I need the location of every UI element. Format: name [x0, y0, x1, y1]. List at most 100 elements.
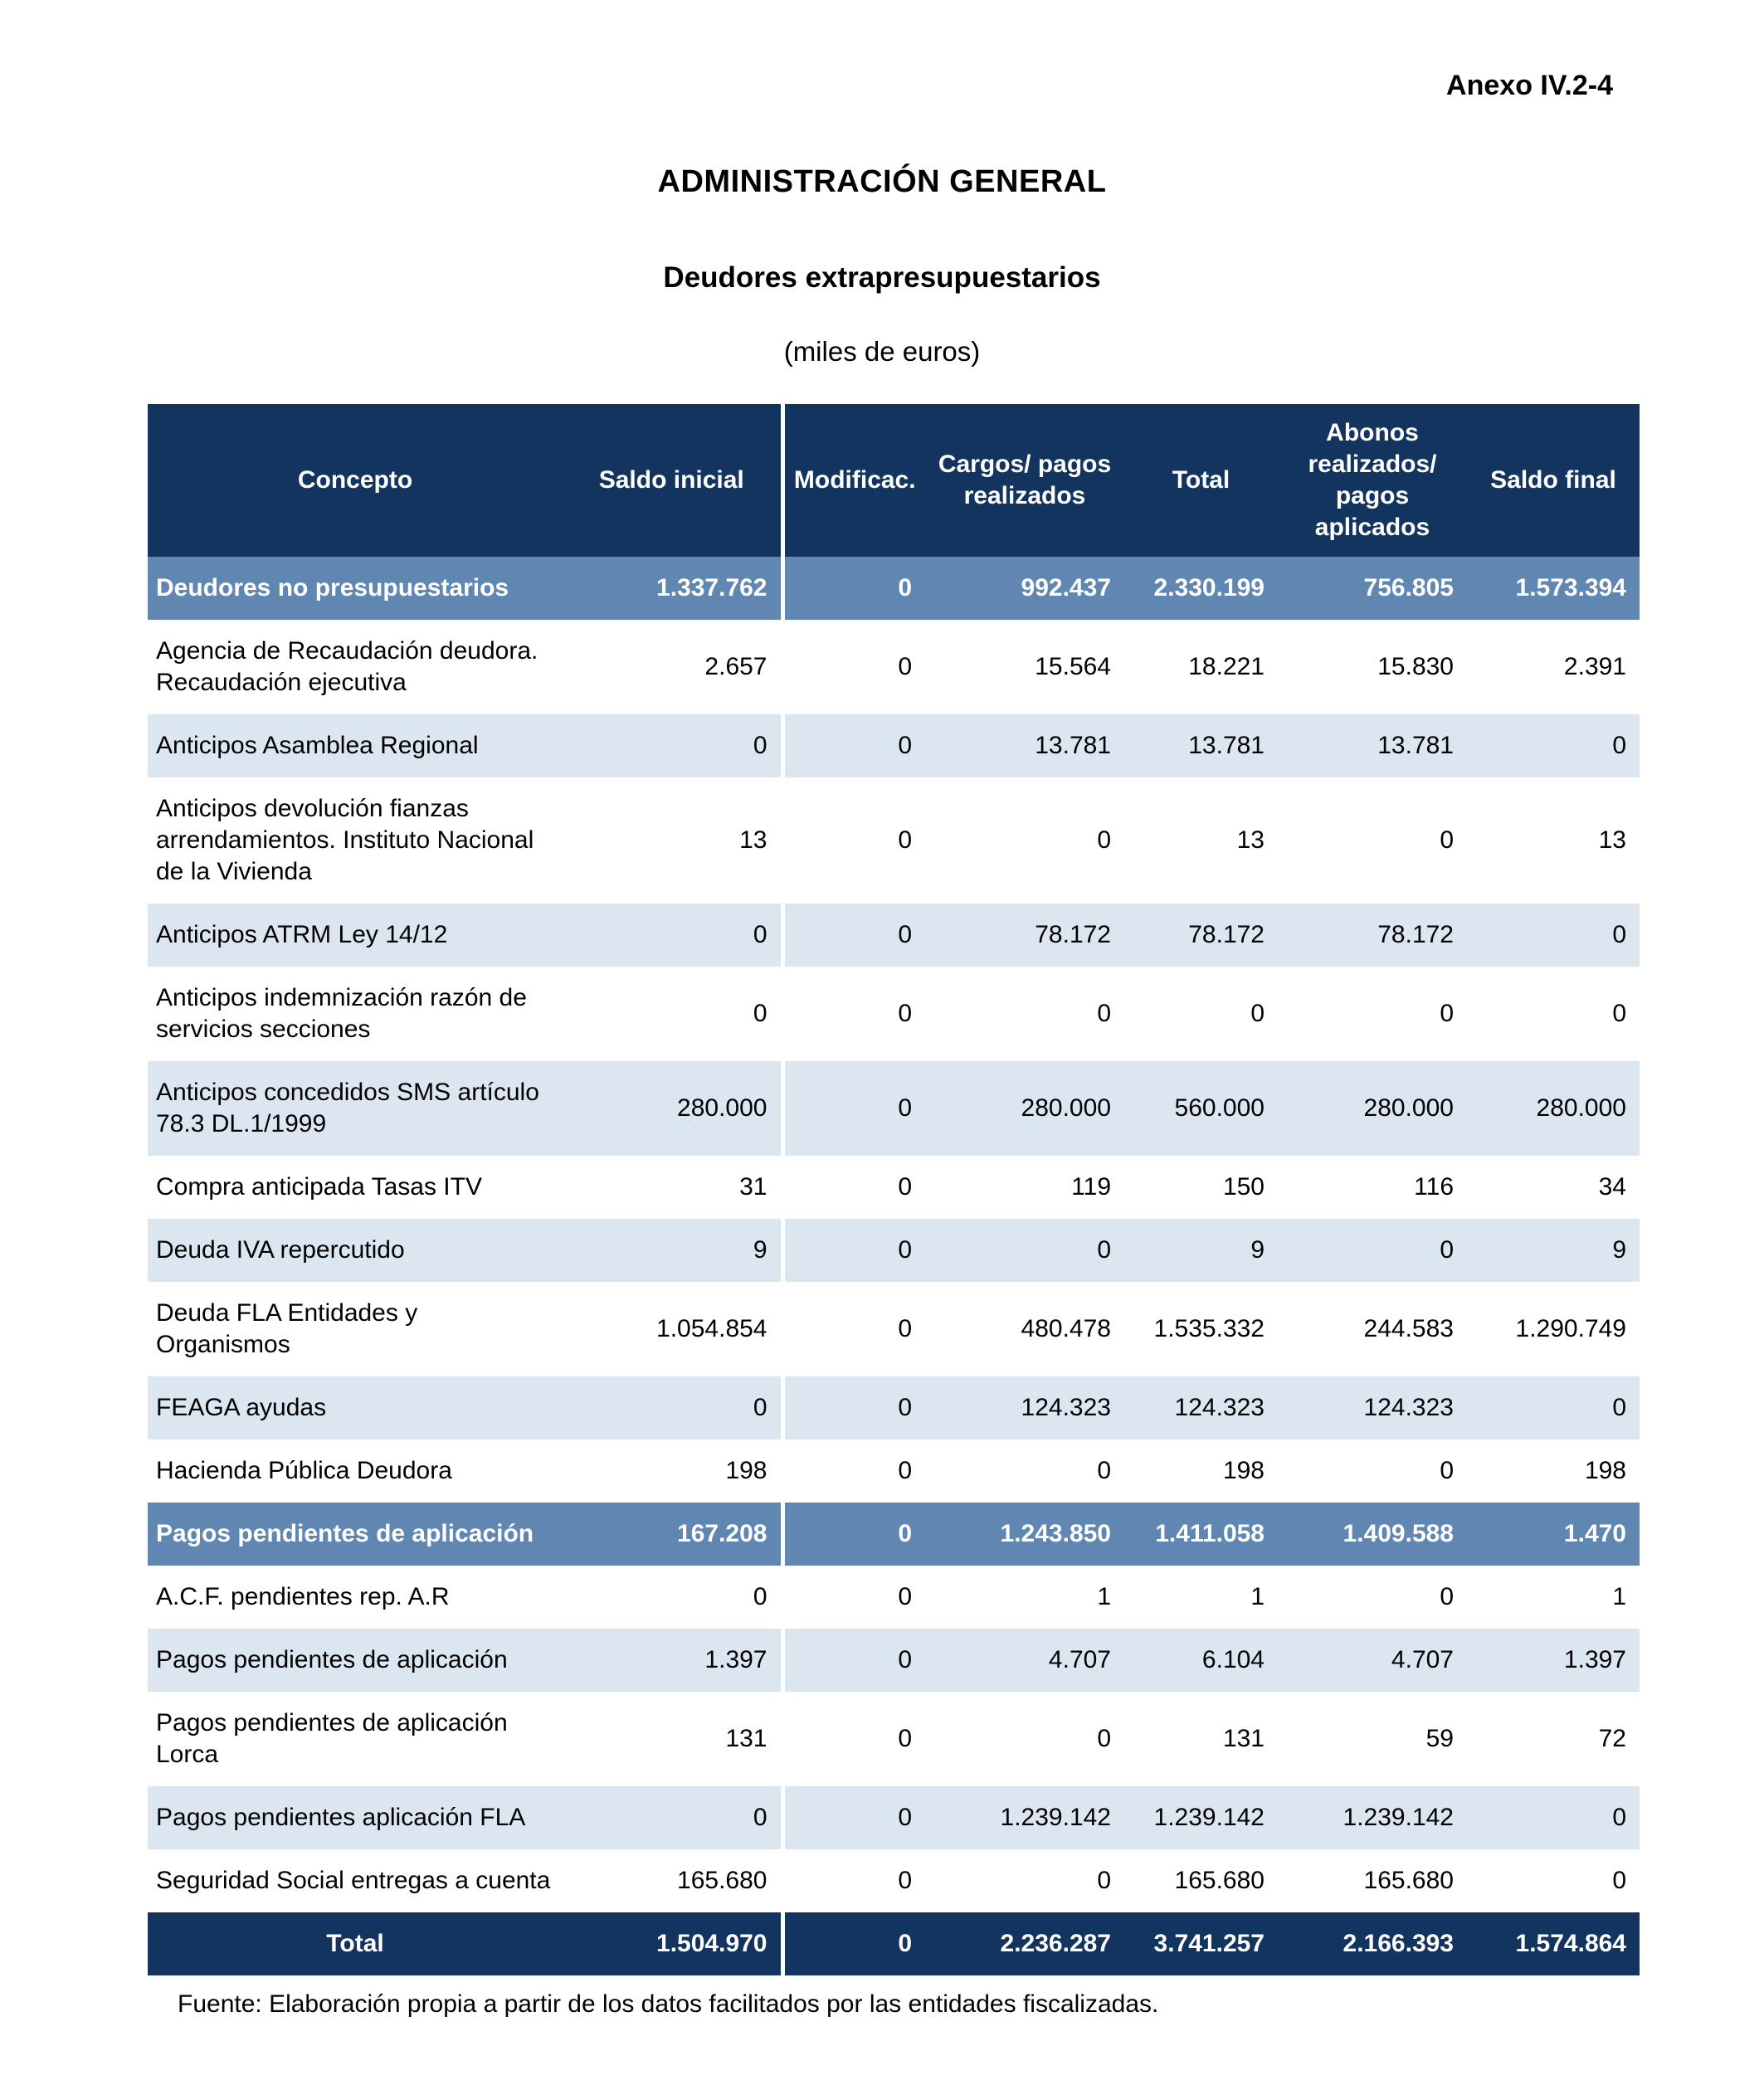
table-row: Deudores no presupuestarios 1.337.762 0 992…	[148, 557, 1640, 620]
cell-abonos_pagos_aplicados: 4.707	[1391, 1646, 1454, 1673]
cell-concepto: Pagos pendientes aplicación FLA	[156, 1804, 526, 1831]
table-row: Hacienda Pública Deudora 198 0 0 198 0 198	[148, 1439, 1640, 1503]
cell-modificac: 0	[780, 1629, 925, 1692]
cell-saldo_final: 198	[1584, 1457, 1626, 1484]
cell-cargos_pagos_realizados: 13.781	[1035, 732, 1111, 759]
cell-saldo_inicial: 0	[753, 1394, 767, 1421]
cell-cargos_pagos_realizados: 0	[1097, 1867, 1111, 1894]
cell-cargos_pagos_realizados: 119	[1071, 1173, 1111, 1201]
cell-cargos_pagos_realizados: 0	[1097, 1725, 1111, 1752]
cell-concepto: Pagos pendientes de aplicación	[156, 1646, 508, 1673]
cell-saldo_inicial: 1.054.854	[656, 1315, 767, 1342]
cell-saldo_final: 0	[1612, 1804, 1626, 1831]
cell-saldo_final: 1.290.749	[1515, 1315, 1626, 1342]
cell-modificac: 0	[780, 1786, 925, 1849]
table-header: Concepto Saldo inicial Modificac. Cargos/ p…	[148, 404, 1640, 557]
cell-saldo_final: 34	[1598, 1173, 1626, 1201]
cell-abonos_pagos_aplicados: 13.781	[1377, 732, 1454, 759]
cell-saldo_final: 280.000	[1536, 1094, 1626, 1122]
table-row: FEAGA ayudas 0 0 124.323 124.323 124.323 0	[148, 1376, 1640, 1439]
cell-cargos_pagos_realizados: 124.323	[1021, 1394, 1111, 1421]
cell-saldo_inicial: 165.680	[677, 1867, 767, 1894]
cell-modificac: 0	[780, 1061, 925, 1156]
cell-modificac: 0	[780, 1912, 925, 1975]
cell-total: 2.330.199	[1153, 574, 1265, 602]
cell-cargos_pagos_realizados: 0	[1097, 1457, 1111, 1484]
cell-saldo_inicial: 9	[753, 1236, 767, 1264]
cell-concepto: Anticipos indemnización razón de servici…	[156, 984, 527, 1043]
cell-concepto: Deudores no presupuestarios	[156, 574, 509, 602]
cell-abonos_pagos_aplicados: 0	[1440, 826, 1454, 854]
cell-total: 0	[1250, 1000, 1265, 1027]
cell-saldo_inicial: 0	[753, 1583, 767, 1610]
cell-saldo_inicial: 198	[725, 1457, 767, 1484]
cell-modificac: 0	[780, 777, 925, 904]
cell-total: 1.239.142	[1153, 1804, 1265, 1831]
cell-abonos_pagos_aplicados: 1.409.588	[1342, 1520, 1454, 1547]
cell-concepto: Compra anticipada Tasas ITV	[156, 1173, 482, 1201]
cell-saldo_final: 1.573.394	[1515, 574, 1626, 602]
header-cell-abonos_pagos_aplicados: Abonos realizados/ pagos aplicados	[1278, 404, 1467, 557]
page-title: ADMINISTRACIÓN GENERAL	[657, 164, 1107, 199]
cell-modificac: 0	[780, 904, 925, 967]
table-row: Total 1.504.970 0 2.236.287 3.741.257 2.166.3…	[148, 1912, 1640, 1975]
cell-saldo_inicial: 0	[753, 732, 767, 759]
cell-cargos_pagos_realizados: 992.437	[1021, 574, 1111, 602]
cell-modificac: 0	[780, 1219, 925, 1282]
table-row: Anticipos devolución fianzas arrendamien…	[148, 777, 1640, 904]
table-row: Anticipos Asamblea Regional 0 0 13.781 13.78…	[148, 714, 1640, 777]
cell-cargos_pagos_realizados: 1.243.850	[1000, 1520, 1111, 1547]
cell-saldo_inicial: 280.000	[677, 1094, 767, 1122]
cell-total: 560.000	[1174, 1094, 1265, 1122]
cell-saldo_inicial: 1.397	[704, 1646, 767, 1673]
cell-abonos_pagos_aplicados: 1.239.142	[1342, 1804, 1454, 1831]
cell-total: 150	[1222, 1173, 1265, 1201]
cell-modificac: 0	[780, 1566, 925, 1629]
cell-total: 1.535.332	[1153, 1315, 1265, 1342]
cell-concepto: Pagos pendientes de aplicación Lorca	[156, 1709, 508, 1768]
cell-abonos_pagos_aplicados: 0	[1440, 1457, 1454, 1484]
source-note: Fuente: Elaboración propia a partir de l…	[178, 1990, 1159, 2018]
units-note: (miles de euros)	[783, 336, 981, 367]
cell-abonos_pagos_aplicados: 280.000	[1363, 1094, 1454, 1122]
cell-abonos_pagos_aplicados: 756.805	[1363, 574, 1454, 602]
cell-cargos_pagos_realizados: 0	[1097, 826, 1111, 854]
table-row: Compra anticipada Tasas ITV 31 0 119 150 116 3…	[148, 1156, 1640, 1219]
deudores-extrapresupuestarios-table: Concepto Saldo inicial Modificac. Cargos/ p…	[148, 404, 1640, 1975]
cell-saldo_inicial: 0	[753, 1000, 767, 1027]
cell-saldo_final: 1.574.864	[1515, 1930, 1626, 1957]
cell-total: 18.221	[1188, 653, 1265, 680]
cell-cargos_pagos_realizados: 2.236.287	[1000, 1930, 1111, 1957]
header-cell-concepto: Concepto	[148, 404, 563, 557]
cell-abonos_pagos_aplicados: 244.583	[1363, 1315, 1454, 1342]
cell-concepto: Anticipos devolución fianzas arrendamien…	[156, 795, 534, 885]
cell-saldo_inicial: 2.657	[704, 653, 767, 680]
cell-modificac: 0	[780, 557, 925, 620]
cell-cargos_pagos_realizados: 15.564	[1035, 653, 1111, 680]
cell-concepto: Deuda FLA Entidades y Organismos	[156, 1299, 418, 1358]
cell-cargos_pagos_realizados: 480.478	[1021, 1315, 1111, 1342]
cell-concepto: Anticipos ATRM Ley 14/12	[156, 921, 448, 948]
cell-concepto: Agencia de Recaudación deudora. Recaudac…	[156, 637, 538, 696]
cell-concepto: FEAGA ayudas	[156, 1394, 327, 1421]
cell-cargos_pagos_realizados: 1	[1097, 1583, 1111, 1610]
cell-cargos_pagos_realizados: 1.239.142	[1000, 1804, 1111, 1831]
table-row: Deuda FLA Entidades y Organismos 1.054.85…	[148, 1282, 1640, 1376]
cell-total: 13.781	[1188, 732, 1265, 759]
cell-total: 1	[1250, 1583, 1265, 1610]
cell-saldo_final: 1	[1612, 1583, 1626, 1610]
cell-total: 124.323	[1174, 1394, 1265, 1421]
page-subtitle: Deudores extrapresupuestarios	[663, 261, 1101, 294]
cell-concepto: Deuda IVA repercutido	[156, 1236, 405, 1264]
cell-modificac: 0	[780, 714, 925, 777]
cell-saldo_final: 2.391	[1563, 653, 1626, 680]
cell-cargos_pagos_realizados: 0	[1097, 1236, 1111, 1264]
table-row: Anticipos concedidos SMS artículo 78.3 D…	[148, 1061, 1640, 1156]
cell-total: 13	[1236, 826, 1265, 854]
cell-saldo_inicial: 167.208	[677, 1520, 767, 1547]
cell-abonos_pagos_aplicados: 124.323	[1363, 1394, 1454, 1421]
cell-concepto: A.C.F. pendientes rep. A.R	[156, 1583, 450, 1610]
table-body: Deudores no presupuestarios 1.337.762 0 992…	[148, 557, 1640, 1975]
annex-label: Anexo IV.2-4	[1446, 70, 1613, 101]
